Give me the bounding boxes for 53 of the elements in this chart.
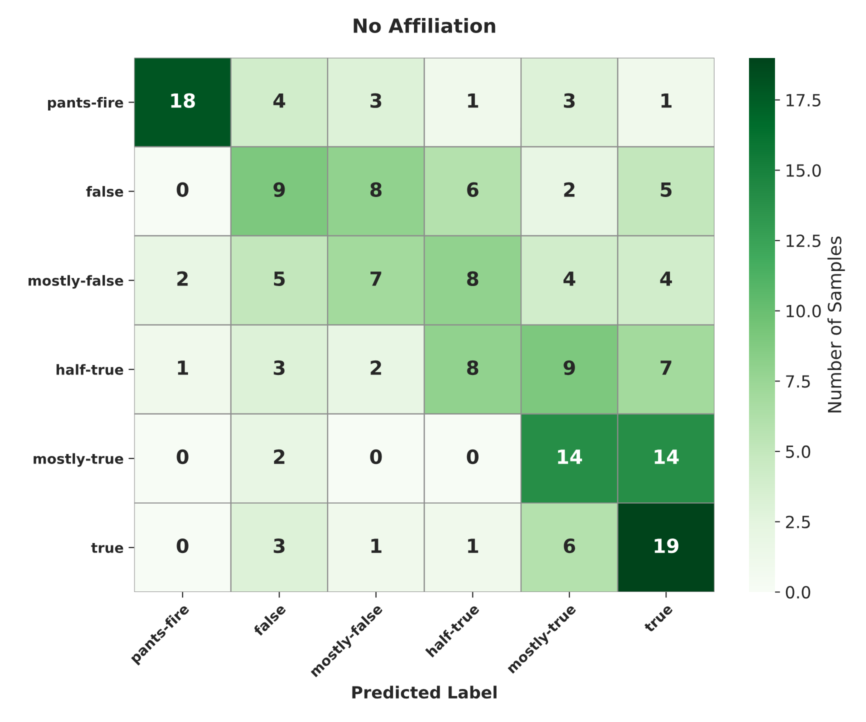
data-label: 3 [274, 360, 285, 376]
data-label: 5 [274, 272, 285, 286]
chart-title: No Affiliation [354, 18, 496, 34]
data-label: 0 [466, 449, 479, 464]
data-label: 1 [662, 93, 672, 108]
y-tick-label: false [86, 186, 124, 197]
data-label: 8 [467, 360, 478, 376]
data-label: 1 [371, 538, 382, 553]
data-label: 18 [171, 93, 195, 108]
color-bar-label: 7.5 [786, 375, 810, 388]
data-label: 6 [564, 538, 576, 554]
data-label: 4 [660, 272, 672, 286]
data-label: 3 [564, 93, 575, 108]
y-tick-label: mostly-true [34, 453, 124, 467]
data-label: 2 [370, 360, 382, 375]
data-label: 9 [564, 360, 575, 376]
y-tick-label: pants-fire [48, 97, 124, 110]
data-label: 5 [660, 182, 672, 197]
data-label: 6 [467, 182, 478, 197]
color-bar-label: 15.0 [786, 164, 821, 177]
data-label: 0 [176, 538, 188, 554]
data-label: 0 [370, 449, 382, 464]
data-label: 2 [274, 449, 284, 464]
data-label: 2 [177, 271, 188, 286]
data-label: 2 [564, 182, 574, 197]
color-bar-title: Number of Samples [827, 236, 845, 412]
color-bar-label: 5.0 [786, 445, 810, 458]
x-axis-title: Predicted Label [352, 686, 496, 699]
y-tick-label: mostly-false [28, 275, 124, 289]
color-bar-label: 17.5 [786, 94, 820, 107]
data-label: 4 [564, 272, 576, 286]
data-label: 7 [370, 272, 382, 286]
data-label: 3 [274, 538, 285, 554]
data-label: 7 [660, 360, 672, 375]
data-label: 1 [468, 93, 478, 108]
data-label: 8 [370, 182, 382, 197]
data-label: 3 [370, 93, 382, 108]
data-label: 0 [176, 449, 188, 464]
data-label: 1 [178, 360, 188, 375]
color-bar-label: 10.0 [786, 304, 821, 318]
data-label: 0 [176, 182, 188, 197]
data-label: 19 [654, 538, 678, 554]
y-tick-label: half-true [56, 364, 124, 375]
data-label: 4 [273, 93, 286, 108]
data-label: 8 [467, 271, 478, 286]
color-bar-label: 12.5 [786, 234, 820, 248]
y-tick-label: true [91, 543, 124, 553]
data-label: 14 [558, 450, 582, 464]
color-bar-label: 0.0 [786, 586, 810, 599]
color-bar-label: 2.5 [786, 516, 810, 528]
data-label: 9 [274, 182, 285, 197]
data-label: 1 [468, 538, 478, 553]
data-label: 14 [654, 450, 679, 464]
